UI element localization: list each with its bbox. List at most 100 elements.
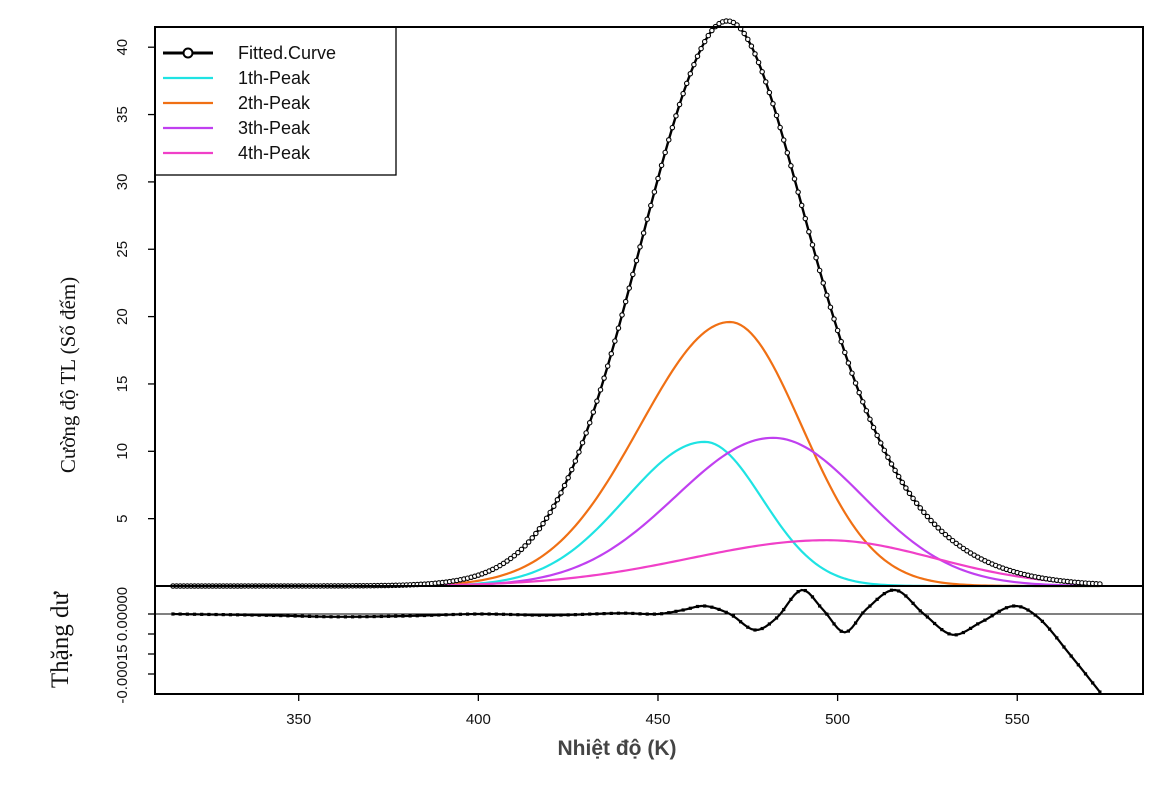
residual-point — [494, 612, 498, 616]
residual-point — [954, 633, 958, 637]
fitted-curve-point — [931, 521, 938, 528]
residual-point — [523, 613, 527, 617]
fitted-curve-point — [522, 543, 528, 549]
bottom-y-axis-label: Thặng dư — [47, 590, 74, 688]
bottom-y-tick-label: 0.00000 — [114, 587, 131, 641]
residual-point — [803, 588, 807, 593]
residual-point — [674, 609, 678, 613]
fitted-curve-point — [626, 285, 632, 291]
bottom-y-tick-label: -0.00015 — [114, 644, 131, 703]
fitted-curve-point — [834, 327, 841, 334]
residual-point — [882, 591, 886, 596]
residual-point — [322, 615, 326, 619]
fitted-curve-point — [788, 163, 794, 169]
fitted-curve-point — [849, 370, 855, 376]
residual-point — [408, 614, 412, 618]
residual-point — [422, 613, 427, 618]
fitted-curve-point — [939, 528, 945, 535]
residual-point — [825, 612, 829, 616]
top-y-tick-label: 20 — [114, 308, 131, 325]
residual-point — [394, 614, 398, 618]
residual-point — [465, 612, 470, 616]
fitted-curve-point — [576, 449, 582, 455]
fitted-curve-point — [669, 124, 676, 131]
residual-point — [214, 612, 218, 617]
fitted-curve-point — [842, 349, 848, 356]
fitted-curve-point — [579, 439, 586, 446]
bottom-series-group — [155, 588, 1143, 694]
fitted-curve-point — [924, 513, 931, 520]
top-panel: 5 10 15 20 25 30 35 40 Fitted.Curve 1th-Peak 2th-… — [114, 18, 1103, 589]
fitted-curve-point — [597, 387, 604, 393]
residual-point — [1076, 663, 1080, 667]
residual-point — [559, 613, 563, 617]
residual-point — [990, 614, 994, 618]
fitted-curve-point — [759, 69, 765, 75]
residual-point — [624, 611, 628, 615]
fitted-curve-point — [543, 515, 550, 521]
fitted-curve-point — [662, 149, 668, 156]
residual-point — [846, 629, 850, 633]
residual-point — [221, 613, 225, 617]
residual-point — [480, 612, 484, 616]
fitted-curve-point — [633, 257, 640, 264]
fitted-curve-point — [630, 271, 636, 278]
fitted-curve-point — [910, 495, 916, 502]
residual-point — [868, 604, 872, 608]
fitted-curve-point — [709, 27, 715, 34]
fitted-curve-point — [730, 19, 737, 26]
fitted-curve-point — [921, 509, 927, 516]
bottom-y-axis: -0.00015 0.00000 — [114, 587, 155, 704]
residual-point — [717, 607, 721, 611]
fitted-curve-point — [565, 475, 571, 481]
fitted-curve-point — [752, 51, 758, 57]
residual-point — [839, 629, 843, 633]
residual-point — [351, 615, 355, 619]
fitted-curve-point — [903, 485, 909, 491]
fitted-curve-point — [515, 549, 521, 556]
fitted-curve-point — [856, 389, 862, 396]
residual-point — [552, 613, 556, 617]
fitted-curve-point — [777, 124, 783, 131]
residual-point — [760, 626, 764, 631]
residual-point — [1091, 681, 1095, 685]
residual-point — [1019, 605, 1023, 609]
residual-point — [976, 622, 980, 626]
fitted-curve-point — [906, 490, 913, 497]
residual-point — [192, 612, 197, 616]
legend-2th-peak-label: 2th-Peak — [238, 93, 311, 113]
residual-point — [609, 611, 613, 615]
residual-point — [315, 614, 319, 619]
top-y-axis: 5 10 15 20 25 30 35 40 — [114, 39, 155, 523]
fitted-curve-point — [683, 80, 690, 87]
residual-point — [667, 611, 671, 615]
fitted-curve-point — [824, 292, 830, 298]
residual-point — [796, 590, 800, 594]
bottom-plot-frame — [154, 585, 1144, 695]
fitted-curve-point — [676, 101, 683, 108]
fitted-curve-point — [529, 535, 535, 541]
fitted-curve-point — [942, 531, 949, 538]
legend-fitted-curve-label: Fitted.Curve — [238, 43, 336, 63]
residual-point — [638, 612, 642, 616]
x-tick-label: 550 — [1005, 711, 1030, 728]
residual-point — [307, 614, 312, 618]
residual-point — [1083, 672, 1088, 676]
fitted-curve-point — [780, 137, 787, 143]
fitted-curve-point — [655, 175, 661, 182]
residual-point — [925, 615, 930, 619]
fitted-curve-point — [852, 380, 859, 386]
fitted-curve-point — [525, 539, 532, 545]
fitted-curve-point — [892, 467, 898, 474]
residual-point — [753, 628, 757, 632]
fitted-curve-point — [691, 61, 697, 68]
fitted-curve-point — [845, 360, 852, 366]
residual-point — [444, 613, 448, 617]
top-y-tick-label: 30 — [114, 174, 131, 191]
fitted-curve-point — [899, 479, 906, 486]
residual-point — [207, 612, 211, 617]
fitted-curve-point — [507, 555, 514, 562]
fitted-curve-point — [745, 36, 751, 43]
fitted-curve-point — [648, 202, 654, 209]
